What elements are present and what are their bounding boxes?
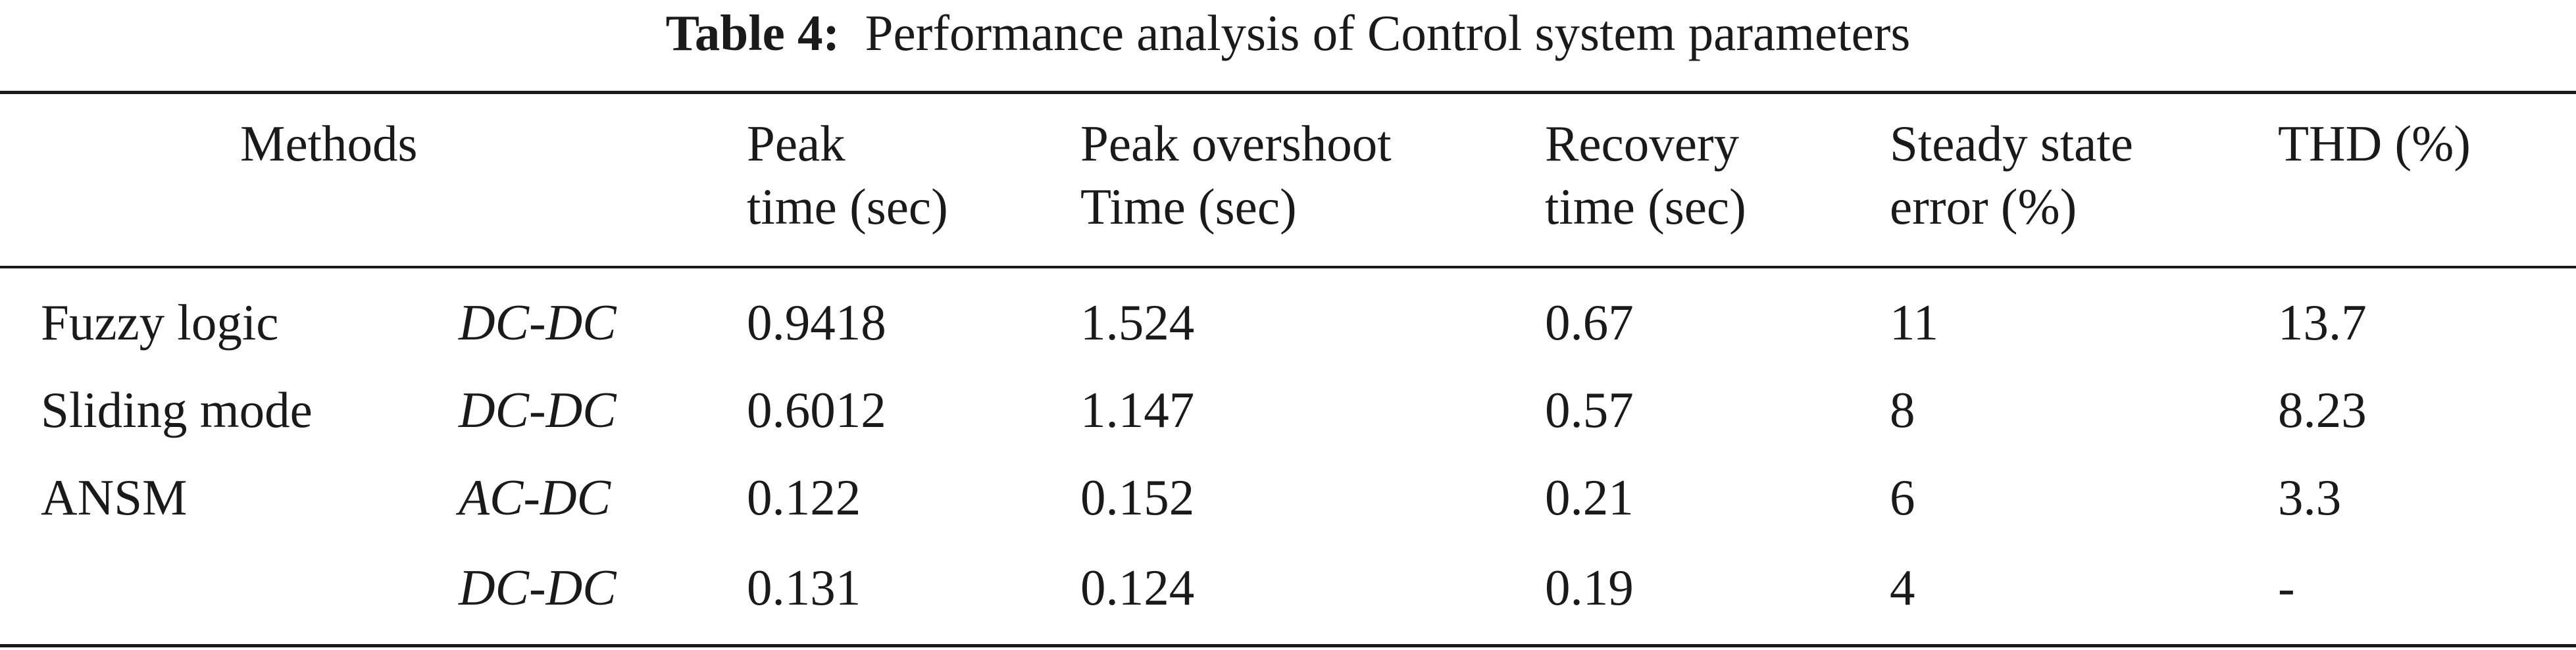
- row-ansm-acdc-thd: 3.3: [2278, 469, 2342, 526]
- row-sliding-steady-state: 8: [1890, 382, 1915, 438]
- row-ansm-acdc-peak-overshoot: 0.152: [1080, 469, 1195, 526]
- row-ansm-acdc-converter: AC-DC: [459, 469, 611, 526]
- row-ansm-dcdc-peak-time: 0.131: [747, 559, 861, 616]
- table-caption: Table 4: Performance analysis of Control…: [0, 0, 2576, 78]
- row-sliding-recovery: 0.57: [1545, 382, 1634, 438]
- row-sliding-peak-time: 0.6012: [747, 382, 886, 438]
- row-ansm-acdc-steady-state: 6: [1890, 469, 1915, 526]
- row-ansm-acdc-peak-time: 0.122: [747, 469, 861, 526]
- row-ansm-dcdc-converter: DC-DC: [459, 559, 617, 616]
- row-ansm-dcdc-peak-overshoot: 0.124: [1080, 559, 1195, 616]
- row-ansm-dcdc-recovery: 0.19: [1545, 559, 1634, 616]
- header-recovery-line1: Recovery: [1545, 115, 1740, 172]
- header-thd: THD (%): [2278, 115, 2471, 172]
- row-fuzzy-peak-time: 0.9418: [747, 294, 886, 351]
- header-steady-state-line2: error (%): [1890, 178, 2077, 235]
- header-steady-state-error: Steady state error (%): [1890, 112, 2133, 238]
- header-methods: Methods: [240, 115, 418, 172]
- row-sliding-thd: 8.23: [2278, 382, 2367, 438]
- row-fuzzy-recovery: 0.67: [1545, 294, 1634, 351]
- header-recovery-line2: time (sec): [1545, 178, 1746, 235]
- row-sliding-peak-overshoot: 1.147: [1080, 382, 1195, 438]
- row-fuzzy-steady-state: 11: [1890, 294, 1939, 351]
- caption-label: Table 4:: [665, 5, 840, 61]
- row-ansm-dcdc-steady-state: 4: [1890, 559, 1915, 616]
- row-ansm-acdc-recovery: 0.21: [1545, 469, 1634, 526]
- bottom-rule: [0, 644, 2576, 647]
- row-fuzzy-peak-overshoot: 1.524: [1080, 294, 1195, 351]
- row-fuzzy-method: Fuzzy logic: [41, 294, 279, 351]
- top-rule: [0, 91, 2576, 94]
- row-fuzzy-thd: 13.7: [2278, 294, 2367, 351]
- row-ansm-dcdc-thd: -: [2278, 559, 2295, 616]
- header-peak-overshoot: Peak overshoot Time (sec): [1080, 112, 1392, 238]
- header-peak-time-line2: time (sec): [747, 178, 948, 235]
- row-sliding-converter: DC-DC: [459, 382, 617, 438]
- header-peak-overshoot-line2: Time (sec): [1080, 178, 1297, 235]
- caption-text: Performance analysis of Control system p…: [865, 5, 1911, 61]
- header-peak-time: Peak time (sec): [747, 112, 948, 238]
- row-sliding-method: Sliding mode: [41, 382, 313, 438]
- row-ansm-method: ANSM: [41, 469, 188, 526]
- header-steady-state-line1: Steady state: [1890, 115, 2133, 172]
- header-rule: [0, 266, 2576, 268]
- header-recovery-time: Recovery time (sec): [1545, 112, 1746, 238]
- row-fuzzy-converter: DC-DC: [459, 294, 617, 351]
- header-peak-overshoot-line1: Peak overshoot: [1080, 115, 1392, 172]
- header-peak-time-line1: Peak: [747, 115, 846, 172]
